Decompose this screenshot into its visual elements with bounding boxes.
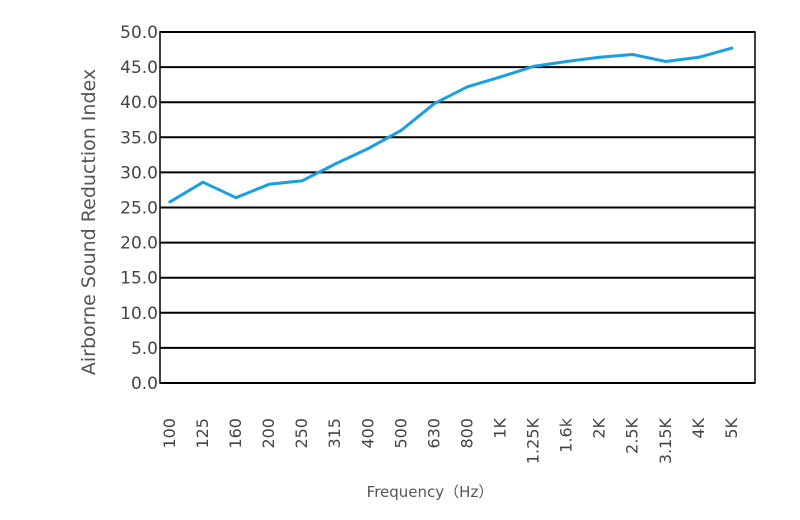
x-tick-label: 500 bbox=[391, 418, 410, 449]
x-tick-label: 1K bbox=[490, 417, 509, 438]
plot-frame bbox=[159, 31, 756, 384]
y-tick-label: 35.0 bbox=[120, 128, 158, 148]
x-tick-label: 800 bbox=[457, 418, 476, 449]
data-point bbox=[532, 64, 536, 68]
data-point bbox=[201, 180, 205, 184]
y-tick-label: 20.0 bbox=[120, 234, 158, 254]
data-point bbox=[631, 52, 635, 56]
x-tick-label: 1.25K bbox=[524, 418, 543, 465]
x-tick-label: 250 bbox=[292, 418, 311, 449]
data-point bbox=[234, 196, 238, 200]
y-tick-label: 40.0 bbox=[120, 93, 158, 113]
data-point bbox=[399, 128, 403, 132]
x-ticks: 100 125 160 200 250 315 400 500 630 800 1K 1.25K 1.6… bbox=[160, 417, 741, 464]
y-tick-label: 25.0 bbox=[120, 199, 158, 219]
data-point bbox=[465, 85, 469, 89]
y-tick-label: 0.0 bbox=[131, 374, 158, 394]
data-point bbox=[366, 147, 370, 151]
x-tick-label: 2.5K bbox=[623, 417, 642, 453]
data-point bbox=[664, 59, 668, 63]
data-point bbox=[267, 182, 271, 186]
data-point bbox=[598, 55, 602, 59]
grid bbox=[160, 31, 755, 384]
x-tick-label: 100 bbox=[160, 418, 179, 449]
data-point bbox=[300, 179, 304, 183]
y-tick-label: 10.0 bbox=[120, 304, 158, 324]
x-tick-label: 3.15K bbox=[656, 418, 675, 465]
x-tick-label: 2K bbox=[590, 417, 609, 438]
data-point bbox=[565, 59, 569, 63]
y-tick-label: 45.0 bbox=[120, 58, 158, 78]
data-point bbox=[432, 102, 436, 106]
x-tick-label: 125 bbox=[193, 418, 212, 449]
y-tick-label: 15.0 bbox=[120, 269, 158, 289]
data-point bbox=[168, 200, 172, 204]
x-tick-label: 5K bbox=[722, 417, 741, 438]
x-tick-label: 160 bbox=[226, 418, 245, 449]
x-tick-label: 400 bbox=[358, 418, 377, 449]
x-tick-label: 630 bbox=[424, 418, 443, 449]
y-ticks: 0.0 5.0 10.0 15.0 20.0 25.0 30.0 35.0 40.0 45.0 50… bbox=[120, 23, 158, 394]
data-point bbox=[730, 46, 734, 50]
data-point bbox=[697, 55, 701, 59]
series-line bbox=[169, 46, 733, 204]
x-tick-label: 4K bbox=[689, 417, 708, 438]
series bbox=[168, 46, 734, 204]
data-point bbox=[498, 75, 502, 79]
y-tick-label: 30.0 bbox=[120, 163, 158, 183]
x-tick-label: 1.6k bbox=[557, 417, 576, 452]
x-axis-label: Frequency（Hz） bbox=[367, 483, 494, 501]
y-tick-label: 50.0 bbox=[120, 23, 158, 43]
x-tick-label: 315 bbox=[325, 418, 344, 449]
data-point bbox=[333, 162, 337, 166]
y-tick-label: 5.0 bbox=[131, 339, 158, 359]
x-tick-label: 200 bbox=[259, 418, 278, 449]
y-axis-label: Airborne Sound Reduction Index bbox=[78, 69, 100, 375]
